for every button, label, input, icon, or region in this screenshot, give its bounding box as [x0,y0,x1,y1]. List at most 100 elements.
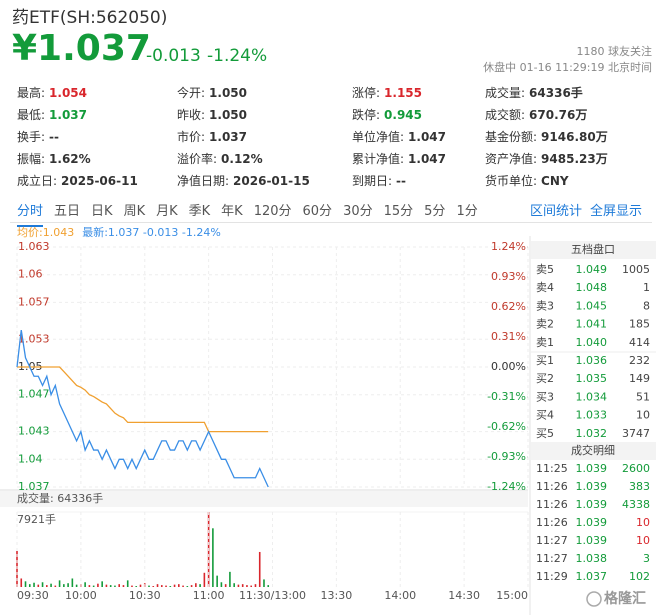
x-tick-label: 11:00 [193,589,225,602]
trade-volume: 10 [636,534,650,547]
stat: 单位净值: 1.047 [352,128,446,145]
volume-bar [20,578,23,587]
trade-time: 11:26 [536,498,568,511]
stat-value: 9485.23万 [541,152,608,166]
volume-bar [16,551,18,587]
panel-header [531,241,656,259]
ob-volume: 149 [629,372,650,385]
ob-price: 1.035 [576,372,608,385]
y2-tick-label: -1.24% [487,480,526,493]
tab[interactable]: 年K [221,204,243,219]
trade-volume: 2600 [622,462,650,475]
legend-entry: 均价:1.043 [17,226,75,239]
stat-label: 跌停: [352,108,381,122]
tab[interactable]: 日K [91,204,113,219]
ob-label: 买5 [536,427,554,440]
stat-value: 9146.80万 [541,130,608,144]
ob-price: 1.034 [576,390,608,403]
volume-bar [199,584,201,587]
stat-value: 2026-01-15 [233,174,310,188]
x-tick-label: 10:30 [129,589,161,602]
stock-name: 药ETF(SH:562050) [12,8,168,28]
volume-bar [92,585,95,587]
volume-bar [118,584,120,587]
stat-label: 单位净值: [352,130,405,144]
trade-time: 11:27 [536,552,568,565]
stat-label: 昨收: [177,108,206,122]
stat-label: 换手: [17,130,46,144]
ob-label: 买3 [536,390,554,403]
stat: 成交量: 64336手 [485,84,583,101]
stat: 跌停: 0.945 [352,106,422,123]
stat-label: 成交量: [485,86,526,100]
x-tick-label: 15:00 [496,589,528,602]
tab[interactable]: 分时 [17,200,44,227]
stat-value: CNY [541,174,569,188]
ob-price: 1.040 [576,336,608,349]
stat-label: 成立日: [17,174,58,188]
tab[interactable]: 周K [123,204,146,219]
y-tick-label: 1.063 [18,240,50,253]
watermark: 格隆汇 [604,590,646,607]
volume-bar [195,583,197,587]
volume-bar [37,584,40,587]
change-pct: -1.24% [207,46,268,66]
tab[interactable]: 60分 [302,204,333,219]
x-tick-label: 09:30 [17,589,49,602]
volume-bar [152,586,155,587]
ob-price: 1.032 [576,427,608,440]
x-tick-label: 11:30/13:00 [239,589,306,602]
tab[interactable]: 季K [188,204,211,219]
stat-label: 资产净值: [485,152,538,166]
ob-volume: 185 [629,318,650,331]
volume-bar [88,585,91,587]
volume-bar [258,551,261,587]
stat-value: 1.047 [408,152,447,166]
panel-title: 成交明细 [571,443,615,457]
ob-price: 1.041 [576,318,608,331]
volume-bar [241,584,244,587]
tab[interactable]: 区间统计 [529,204,582,219]
tab[interactable]: 五日 [54,204,81,219]
stat-label: 溢价率: [177,152,218,166]
trade-volume: 383 [629,480,650,493]
trade-volume: 4338 [622,498,650,511]
volume-bar [216,575,218,587]
legend-entry: 最新:1.037 -0.013 -1.24% [82,226,221,239]
tab[interactable]: 全屏显示 [589,204,642,219]
y2-tick-label: -0.93% [487,450,526,463]
tab[interactable]: 120分 [253,204,292,219]
followers[interactable]: 1180 球友关注 [576,45,653,58]
tab[interactable]: 1分 [456,204,478,219]
divider [10,222,652,223]
volume-bar [156,584,159,587]
stat: 溢价率: 0.12% [177,150,263,167]
tab[interactable]: 30分 [343,204,373,219]
stat-label: 累计净值: [352,152,405,166]
watermark-icon [586,591,602,607]
y2-tick-label: 0.31% [491,330,526,343]
ob-label: 卖3 [536,299,554,312]
stat-label: 最高: [17,86,46,100]
volume-bar [33,582,35,587]
volume-band [0,491,528,507]
tab[interactable]: 月K [156,204,178,219]
stat: 最低: 1.037 [17,106,87,123]
stat: 货币单位: CNY [485,172,569,189]
ob-label: 卖1 [536,336,554,349]
volume-bar [24,581,27,587]
ob-volume: 1005 [622,263,650,276]
volume-bar [84,582,86,587]
stat-value: 1.037 [209,130,248,144]
stat-value: 1.050 [209,86,248,100]
ob-volume: 1 [643,281,650,294]
tab[interactable]: 15分 [383,204,414,219]
y2-tick-label: 1.24% [491,240,526,253]
stat-value: 0.945 [384,108,423,122]
tab[interactable]: 5分 [424,204,446,219]
volume-bar [246,585,248,587]
volume-bar [41,582,44,587]
volume-bar [250,585,253,587]
x-tick-label: 14:30 [448,589,480,602]
